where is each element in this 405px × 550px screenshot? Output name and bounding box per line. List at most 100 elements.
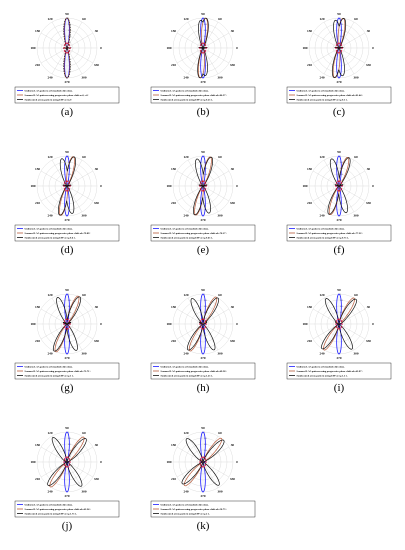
grid-spoke [66,21,83,49]
radial-tick-label: 0.6 [68,444,72,446]
center-marker [335,323,337,325]
angle-tick-label: 150 [171,29,176,33]
legend-entry: Scanned LAA pattern using progressive ph… [297,232,364,235]
angle-tick-label: 30 [231,167,235,171]
panel-label: (h) [197,382,210,394]
angle-tick-label: 90 [65,150,69,154]
grid-spoke [202,47,230,64]
angle-tick-label: 210 [171,63,176,67]
synthesized-pattern-curve [321,298,357,350]
grid-spoke [312,32,340,49]
center-marker [204,326,207,328]
center-marker [63,44,66,46]
grid-spoke [51,47,68,75]
angle-tick-label: 210 [35,477,40,481]
polar-panel: 90603003303002702402101801501200.20.40.6… [286,288,392,394]
angle-tick-label: 0 [100,46,102,50]
center-marker [203,180,205,183]
center-marker [67,189,69,192]
angle-tick-label: 30 [95,167,99,171]
grid-spoke [66,47,83,75]
radial-tick-label: 0.4 [340,312,344,314]
center-marker [339,51,341,54]
grid-spoke [51,323,68,351]
grid-spoke [51,297,68,325]
angle-tick-label: 240 [183,352,188,356]
grid-spoke [187,21,204,49]
angle-tick-label: 0 [100,322,102,326]
angle-tick-label: 180 [302,322,307,326]
angle-tick-label: 120 [47,293,52,297]
center-marker [65,456,67,459]
legend-entry: Scanned LAA pattern using progressive ph… [25,232,91,235]
legend-entry: Uniform LAA pattern at broadside directi… [25,89,73,92]
grid-spoke [66,170,94,187]
grid-spoke [338,47,366,64]
legend-entry: Uniform LAA pattern at broadside directi… [25,365,73,368]
angle-tick-label: 210 [307,201,312,205]
polar-panel: 90603003303002702402101801501200.20.40.6… [14,150,120,256]
center-marker [69,323,71,325]
center-marker [63,326,66,328]
angle-tick-label: 300 [353,214,358,218]
center-marker [63,185,65,187]
radial-tick-label: 0.4 [204,174,208,176]
grid-spoke [40,308,68,325]
legend-entry: Synthesized array pattern using EPP at η… [161,512,211,515]
grid-spoke [187,297,204,325]
angle-tick-label: 300 [81,214,86,218]
polar-panel: 90603003303002702402101801501200.20.40.6… [286,12,392,118]
center-marker [63,323,65,325]
grid-spoke [66,32,94,49]
center-marker [68,188,71,190]
legend-entry: Scanned LAA pattern using progressive ph… [161,232,228,235]
angle-tick-label: 270 [200,218,205,222]
grid-spoke [312,323,340,340]
angle-tick-label: 90 [337,12,341,16]
angle-tick-label: 240 [319,76,324,80]
center-marker [335,185,337,187]
angle-tick-label: 240 [319,352,324,356]
radial-tick-label: 0.8 [340,24,344,26]
center-marker [340,50,343,52]
center-marker [199,323,201,325]
angle-tick-label: 0 [100,460,102,464]
center-marker [68,458,71,460]
angle-tick-label: 210 [35,63,40,67]
angle-tick-label: 330 [230,339,235,343]
center-marker [201,327,203,330]
angle-tick-label: 300 [81,490,86,494]
polar-panel: 90603003303002702402101801501200.20.40.6… [150,288,256,394]
angle-tick-label: 60 [218,17,222,21]
angle-tick-label: 30 [231,305,235,309]
angle-tick-label: 270 [200,494,205,498]
grid-spoke [40,47,68,64]
radial-tick-label: 0.2 [68,456,71,458]
center-marker [201,51,203,54]
radial-tick-label: 0.4 [68,312,72,314]
center-marker [68,320,71,322]
angle-tick-label: 60 [82,293,86,297]
grid-spoke [66,323,94,340]
angle-tick-label: 120 [183,155,188,159]
center-marker [201,465,203,468]
angle-tick-label: 60 [218,431,222,435]
grid-spoke [323,159,340,187]
center-marker [67,180,69,183]
angle-tick-label: 0 [236,184,238,188]
grid-spoke [51,435,68,463]
center-marker [65,327,67,330]
legend-entry: Uniform LAA pattern at broadside directi… [161,227,209,230]
polar-panel: 90603003303002702402101801501200.20.40.6… [150,150,256,256]
angle-tick-label: 90 [337,288,341,292]
center-marker [341,323,343,325]
center-marker [204,320,207,322]
center-marker [335,182,338,184]
angle-tick-label: 300 [353,352,358,356]
synthesized-pattern-curve [181,438,225,486]
center-marker [204,50,207,52]
angle-tick-label: 30 [231,29,235,33]
center-marker [67,327,69,330]
center-marker [201,42,203,45]
radial-tick-label: 0.6 [340,306,344,308]
